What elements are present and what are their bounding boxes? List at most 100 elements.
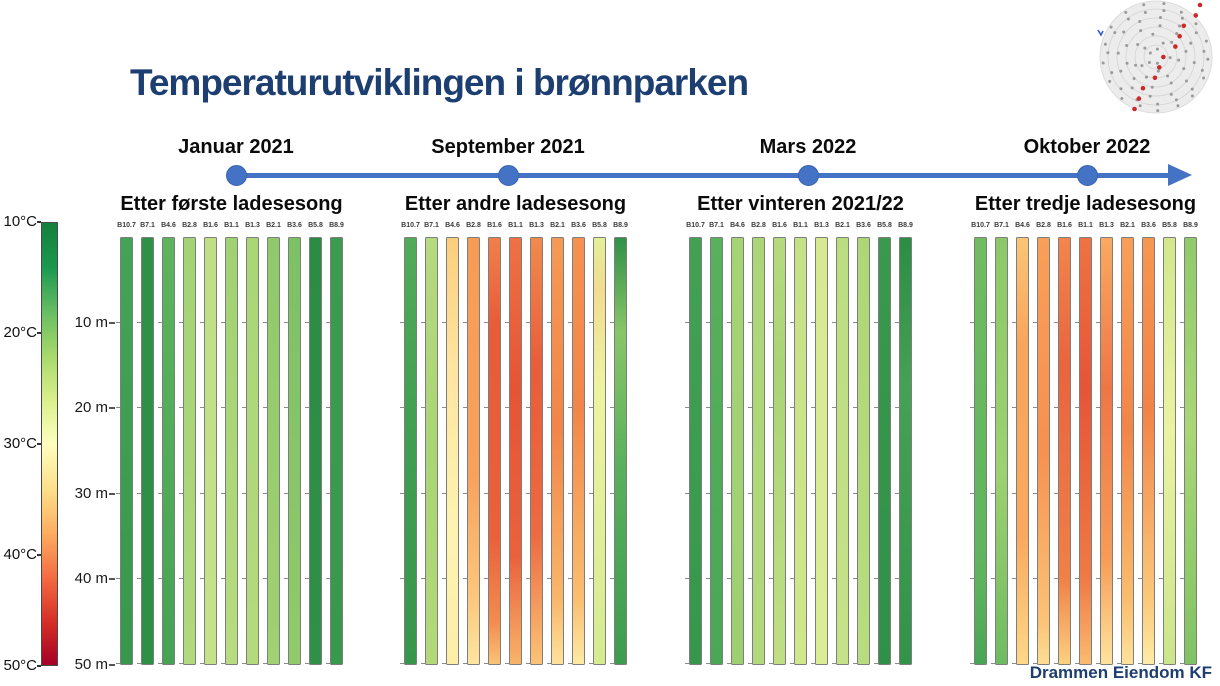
depth-tick-minor [895, 322, 899, 324]
well-strip-B1.3 [1096, 237, 1113, 665]
depth-tick-minor [832, 407, 836, 409]
colorbar-temp-label: 30°C [3, 435, 37, 452]
well-column-label: B1.3 [245, 222, 260, 229]
well-cell [326, 237, 347, 665]
well-strip-B5.8 [589, 237, 606, 665]
depth-tick-minor [748, 322, 752, 324]
well-strip-B1.6 [1054, 237, 1071, 665]
depth-axis-tick [109, 664, 115, 666]
well-strip-B4.6 [727, 237, 744, 665]
depth-tick-minor [200, 322, 204, 324]
depth-tick-minor [526, 407, 530, 409]
depth-tick-minor [874, 663, 878, 664]
well-strip-B1.3 [811, 237, 828, 665]
well-cell [589, 237, 610, 665]
timeline-date-label: September 2021 [431, 136, 585, 158]
depth-tick-minor [748, 577, 752, 579]
depth-tick-minor [242, 577, 246, 579]
well-cell [970, 237, 991, 665]
panel-title: Etter tredje ladesesong [974, 193, 1197, 215]
depth-tick-minor [589, 322, 593, 324]
well-strip-B7.1 [991, 237, 1008, 665]
well-strip-B10.7 [970, 237, 987, 665]
well-column-label: B3.6 [1141, 222, 1156, 229]
depth-tick-minor [547, 663, 551, 664]
well-cell [137, 237, 158, 665]
depth-tick-minor [484, 322, 488, 324]
well-column-label: B2.1 [1120, 222, 1135, 229]
depth-tick-minor [505, 492, 509, 494]
depth-tick-minor [589, 407, 593, 409]
depth-tick-minor [158, 492, 162, 494]
depth-tick-minor [305, 407, 309, 409]
well-strip-B1.1 [221, 237, 238, 665]
depth-tick-minor [1012, 492, 1016, 494]
well-column-label: B4.6 [730, 222, 745, 229]
depth-tick-minor [326, 663, 330, 664]
depth-tick-minor [263, 322, 267, 324]
well-cell [221, 237, 242, 665]
well-cell [263, 237, 284, 665]
well-column-label: B1.6 [487, 222, 502, 229]
well-cell [116, 237, 137, 665]
depth-tick-minor [547, 577, 551, 579]
well-column-label: B5.8 [308, 222, 323, 229]
well-column-label: B5.8 [1162, 222, 1177, 229]
well-column-label: B2.1 [835, 222, 850, 229]
depth-tick-minor [1033, 577, 1037, 579]
depth-tick-minor [179, 322, 183, 324]
well-cell [526, 237, 547, 665]
depth-tick-minor [463, 322, 467, 324]
depth-tick-minor [727, 407, 731, 409]
depth-tick-minor [179, 492, 183, 494]
depth-tick-minor [769, 407, 773, 409]
well-column-label: B8.9 [1183, 222, 1198, 229]
depth-tick-minor [568, 663, 572, 664]
depth-tick-minor [1117, 407, 1121, 409]
well-strip-B2.8 [179, 237, 196, 665]
depth-tick-minor [326, 492, 330, 494]
colorbar-temp-label: 20°C [3, 324, 37, 341]
well-cell [305, 237, 326, 665]
timeline-arrow-icon [1168, 164, 1192, 186]
depth-tick-minor [790, 322, 794, 324]
well-column-label: B2.8 [182, 222, 197, 229]
well-park-map-thumbnail [1097, 0, 1213, 114]
depth-tick-minor [242, 663, 246, 664]
depth-tick-minor [1117, 322, 1121, 324]
depth-tick-minor [305, 322, 309, 324]
depth-tick-minor [811, 322, 815, 324]
depth-tick-minor [484, 577, 488, 579]
colorbar-tick [37, 665, 41, 667]
depth-tick-minor [970, 663, 974, 664]
depth-tick-minor [727, 663, 731, 664]
well-strip-B3.6 [853, 237, 870, 665]
depth-tick-minor [116, 407, 120, 409]
depth-tick-minor [790, 663, 794, 664]
depth-axis-tick [109, 321, 115, 324]
depth-tick-minor [505, 663, 509, 664]
depth-tick-minor [991, 492, 995, 494]
timeline-milestone-dot [1076, 164, 1098, 186]
depth-tick-minor [811, 663, 815, 664]
well-cell [991, 237, 1012, 665]
depth-tick-minor [421, 577, 425, 579]
depth-tick-minor [706, 663, 710, 664]
well-column-labels: B10.7 B7.1 B4.6 B2.8 B1.6 B1.1 B1.3 B2.1 B3.6 B5.… [400, 222, 631, 229]
well-strip-B1.6 [769, 237, 786, 665]
well-strip-B7.1 [706, 237, 723, 665]
depth-tick-minor [1159, 663, 1163, 664]
colorbar-temp-label: 40°C [3, 546, 37, 563]
depth-tick-minor [991, 577, 995, 579]
panel-2: Etter andre ladesesong B10.7 B7.1 B4.6 B2.8 B… [400, 193, 631, 665]
depth-tick-minor [1117, 577, 1121, 579]
depth-tick-minor [400, 407, 404, 409]
well-column-label: B1.6 [203, 222, 218, 229]
depth-tick-minor [116, 322, 120, 324]
depth-axis-label: 50 m [74, 656, 108, 673]
depth-tick-minor [242, 407, 246, 409]
colorbar-tick [37, 443, 41, 445]
colorbar-temp-label: 50°C [3, 657, 37, 674]
well-column-label: B5.8 [877, 222, 892, 229]
